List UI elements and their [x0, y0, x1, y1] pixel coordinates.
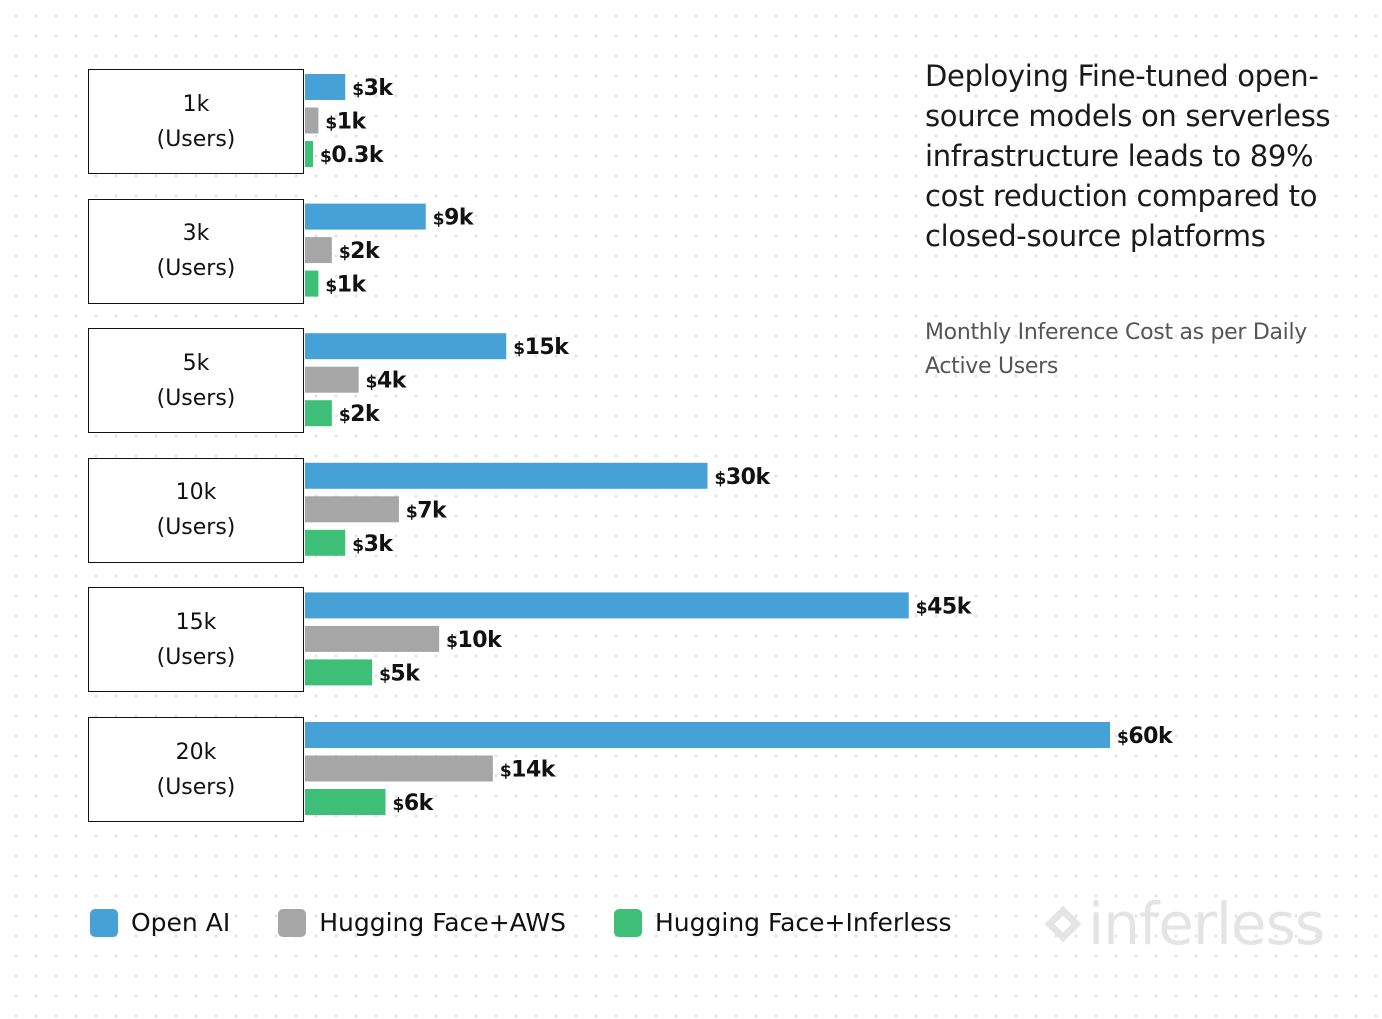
category-label-1k: 1k (Users): [88, 69, 304, 174]
category-label-5k: 5k (Users): [88, 328, 304, 434]
category-label-3k: 3k (Users): [88, 198, 304, 304]
bar-open-ai-20k: [305, 722, 1110, 748]
data-label-hugging-face-inferless-1k: $0.3k: [320, 143, 385, 168]
legend-label-open-ai: Open AI: [131, 908, 231, 937]
bar-open-ai-15k: [305, 592, 909, 619]
bar-hugging-face-inferless-1k: [305, 141, 313, 167]
legend-item-open-ai: Open AI: [90, 908, 230, 937]
legend-swatch-hugging-face-aws: [278, 908, 307, 937]
category-unit: (Users): [156, 256, 236, 282]
data-label-open-ai-15k: $45k: [916, 594, 973, 619]
data-label-open-ai-3k: $9k: [433, 206, 475, 231]
bar-hugging-face-aws-10k: [305, 496, 399, 523]
category-unit: (Users): [156, 385, 236, 411]
data-label-open-ai-5k: $15k: [513, 335, 570, 360]
data-label-hugging-face-aws-5k: $4k: [366, 369, 408, 394]
data-label-hugging-face-aws-10k: $7k: [406, 498, 448, 523]
diamond-icon: [1044, 905, 1082, 943]
category-unit: (Users): [156, 515, 236, 541]
category-value: 1k: [182, 91, 210, 117]
data-label-hugging-face-aws-1k: $1k: [325, 110, 367, 135]
category-value: 5k: [182, 350, 210, 376]
legend-item-hugging-face-inferless: Hugging Face+Inferless: [614, 908, 952, 937]
chart-title: Deploying Fine-tuned open-source models …: [925, 59, 1331, 253]
category-label-10k: 10k (Users): [88, 457, 304, 563]
bar-hugging-face-aws-5k: [305, 366, 359, 393]
bar-open-ai-5k: [305, 333, 507, 360]
bar-open-ai-3k: [305, 203, 426, 230]
bar-hugging-face-inferless-5k: [305, 400, 332, 427]
category-value: 20k: [175, 739, 217, 765]
legend: Open AI Hugging Face+AWS Hugging Face+In…: [90, 908, 1000, 937]
data-label-hugging-face-aws-15k: $10k: [446, 628, 503, 653]
category-label-15k: 15k (Users): [88, 587, 304, 693]
legend-item-hugging-face-aws: Hugging Face+AWS: [278, 908, 566, 937]
logo-text: inferless: [1088, 890, 1325, 958]
bar-hugging-face-aws-15k: [305, 625, 440, 652]
data-label-hugging-face-aws-20k: $14k: [500, 758, 557, 783]
category-value: 3k: [182, 221, 210, 247]
bar-hugging-face-inferless-3k: [305, 270, 319, 297]
bar-open-ai-1k: [305, 74, 346, 100]
bar-open-ai-10k: [305, 462, 708, 489]
legend-label-hugging-face-aws: Hugging Face+AWS: [319, 908, 566, 937]
category-unit: (Users): [156, 644, 236, 670]
data-label-hugging-face-aws-3k: $2k: [339, 239, 381, 264]
category-unit: (Users): [156, 126, 236, 152]
bar-hugging-face-aws-3k: [305, 237, 332, 264]
data-label-hugging-face-inferless-15k: $5k: [379, 661, 421, 686]
inferless-logo: inferless: [1044, 890, 1325, 958]
bar-hugging-face-inferless-15k: [305, 659, 373, 686]
data-label-hugging-face-inferless-5k: $2k: [339, 402, 381, 427]
data-label-hugging-face-inferless-3k: $1k: [325, 273, 367, 298]
bar-hugging-face-inferless-20k: [305, 789, 386, 815]
category-value: 15k: [175, 609, 217, 635]
data-label-hugging-face-inferless-20k: $6k: [393, 791, 435, 816]
category-unit: (Users): [156, 774, 236, 800]
data-label-hugging-face-inferless-10k: $3k: [352, 532, 394, 557]
legend-swatch-hugging-face-inferless: [614, 908, 642, 937]
category-value: 10k: [175, 480, 217, 506]
chart-subtitle: Monthly Inference Cost as per Daily Acti…: [925, 320, 1307, 379]
bar-hugging-face-aws-1k: [305, 107, 319, 134]
bar-hugging-face-inferless-10k: [305, 529, 346, 556]
legend-label-hugging-face-inferless: Hugging Face+Inferless: [655, 908, 952, 937]
data-label-open-ai-1k: $3k: [352, 76, 394, 101]
data-label-open-ai-10k: $30k: [715, 465, 772, 490]
data-label-open-ai-20k: $60k: [1117, 724, 1174, 749]
bar-hugging-face-aws-20k: [305, 755, 493, 782]
category-label-20k: 20k (Users): [88, 717, 304, 822]
legend-swatch-open-ai: [90, 908, 118, 937]
